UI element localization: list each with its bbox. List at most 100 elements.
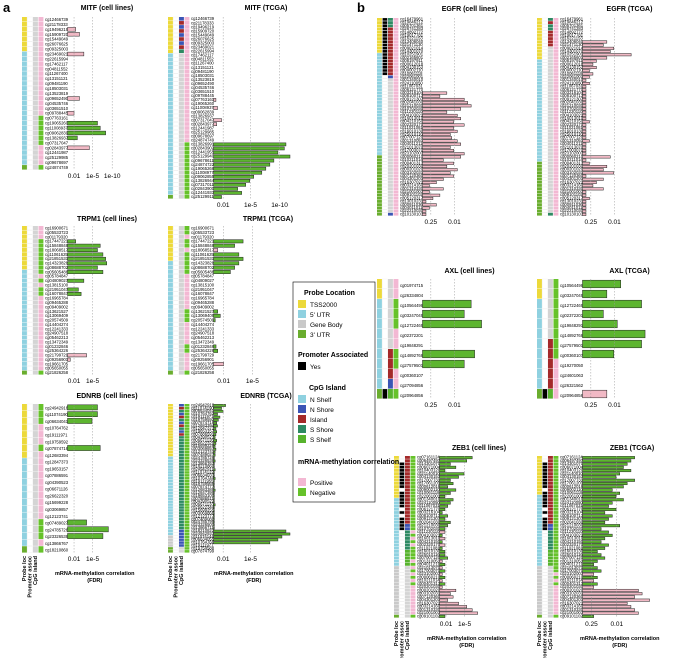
correlation-cell bbox=[553, 379, 559, 389]
correlation-cell bbox=[184, 447, 190, 451]
correlation-cell bbox=[553, 289, 559, 299]
correlation-cell bbox=[184, 550, 190, 553]
probe-loc-cell bbox=[537, 123, 542, 127]
promoter-assoc-cell bbox=[27, 81, 33, 86]
promoter-assoc-cell bbox=[27, 430, 33, 438]
cpg-island-cell bbox=[548, 78, 553, 82]
cpg-island-cell bbox=[388, 209, 393, 213]
probe-loc-cell bbox=[377, 389, 382, 399]
bar bbox=[213, 174, 254, 179]
probe-loc-cell bbox=[22, 512, 27, 519]
probe-label: cg19848291 bbox=[400, 343, 424, 348]
bar bbox=[67, 404, 98, 411]
probe-loc-cell bbox=[168, 450, 173, 454]
cpg-island-cell bbox=[388, 43, 393, 47]
probe-loc-cell bbox=[537, 569, 542, 573]
bar bbox=[213, 439, 217, 442]
probe-loc-cell bbox=[168, 265, 173, 270]
probe-loc-cell bbox=[168, 296, 173, 301]
cpg-island-cell bbox=[179, 118, 184, 122]
promoter-assoc-cell bbox=[542, 17, 548, 21]
column-label: CpG island bbox=[179, 556, 185, 585]
promoter-assoc-cell bbox=[399, 514, 405, 518]
promoter-assoc-cell bbox=[27, 265, 33, 270]
probe-label: cg13069409 bbox=[45, 313, 69, 318]
cpg-island-cell bbox=[548, 91, 553, 95]
promoter-assoc-cell bbox=[27, 335, 33, 340]
cpg-island-cell bbox=[179, 444, 184, 448]
bar bbox=[582, 349, 615, 359]
probe-loc-cell bbox=[22, 291, 27, 296]
probe-loc-cell bbox=[377, 349, 382, 359]
probe-label: cg13826944 bbox=[191, 178, 215, 183]
bar bbox=[213, 318, 216, 323]
correlation-cell bbox=[410, 468, 416, 472]
promoter-assoc-cell bbox=[542, 139, 548, 143]
promoter-assoc-cell bbox=[173, 166, 179, 171]
probe-loc-cell bbox=[377, 152, 382, 155]
probe-loc-cell bbox=[537, 379, 542, 389]
probe-label: cg04130153 bbox=[560, 474, 584, 479]
probe-loc-cell bbox=[22, 546, 27, 553]
probe-label: cg19846212 bbox=[400, 20, 424, 25]
correlation-cell bbox=[393, 203, 399, 207]
correlation-cell bbox=[393, 132, 399, 136]
probe-loc-cell bbox=[394, 481, 399, 485]
promoter-assoc-cell bbox=[542, 136, 548, 140]
cpg-island-cell bbox=[548, 339, 553, 349]
probe-loc-cell bbox=[22, 243, 27, 248]
cpg-island-cell bbox=[405, 533, 410, 537]
promoter-assoc-cell bbox=[542, 530, 548, 534]
correlation-cell bbox=[553, 56, 559, 60]
cpg-island-cell bbox=[388, 174, 393, 178]
bar bbox=[439, 611, 478, 615]
promoter-assoc-cell bbox=[542, 107, 548, 111]
probe-loc-cell bbox=[168, 138, 173, 142]
correlation-cell bbox=[184, 186, 190, 191]
cpg-island-cell bbox=[405, 459, 410, 463]
correlation-cell bbox=[553, 37, 559, 40]
cpg-island-cell bbox=[405, 465, 410, 469]
correlation-cell bbox=[184, 406, 190, 410]
bar bbox=[213, 239, 244, 244]
bar bbox=[582, 120, 590, 124]
probe-loc-cell bbox=[168, 415, 173, 419]
correlation-cell bbox=[38, 331, 44, 336]
promoter-assoc-cell bbox=[399, 475, 405, 479]
probe-label: cg16078847 bbox=[191, 291, 215, 296]
correlation-cell bbox=[553, 180, 559, 184]
probe-label: cg06071004 bbox=[560, 464, 584, 469]
probe-label: cg08100713 bbox=[560, 513, 584, 518]
probe-label: cg03102031 bbox=[560, 170, 584, 175]
probe-loc-cell bbox=[22, 505, 27, 512]
x-tick-label: 0.01 bbox=[448, 219, 461, 226]
bar bbox=[582, 193, 587, 197]
bar bbox=[582, 572, 594, 576]
promoter-assoc-cell bbox=[399, 459, 405, 463]
probe-label: cg25010116 bbox=[560, 552, 583, 557]
probe-label: cg27094856 bbox=[400, 383, 424, 388]
cpg-island-cell bbox=[388, 289, 393, 299]
correlation-cell bbox=[184, 274, 190, 279]
probe-loc-cell bbox=[537, 549, 542, 553]
probe-loc-cell bbox=[394, 588, 399, 592]
cpg-island-cell bbox=[179, 515, 184, 518]
probe-label: cg19661705 bbox=[45, 361, 69, 366]
bar bbox=[213, 183, 246, 187]
probe-label: cg05120317 bbox=[400, 195, 424, 200]
probe-loc-cell bbox=[22, 274, 27, 279]
probe-loc-cell bbox=[537, 72, 542, 76]
promoter-assoc-cell bbox=[399, 575, 405, 579]
correlation-cell bbox=[410, 588, 416, 592]
cpg-island-cell bbox=[179, 150, 184, 155]
cpg-island-cell bbox=[179, 366, 184, 371]
bar bbox=[422, 158, 444, 162]
promoter-assoc-cell bbox=[173, 549, 179, 553]
correlation-cell bbox=[553, 481, 559, 485]
probe-label: cg02041030 bbox=[417, 519, 441, 524]
probe-label: cg09481190 bbox=[191, 69, 214, 74]
cpg-island-cell bbox=[33, 458, 38, 465]
bar bbox=[439, 601, 459, 605]
promoter-assoc-cell bbox=[173, 317, 179, 323]
probe-loc-cell bbox=[537, 485, 542, 488]
